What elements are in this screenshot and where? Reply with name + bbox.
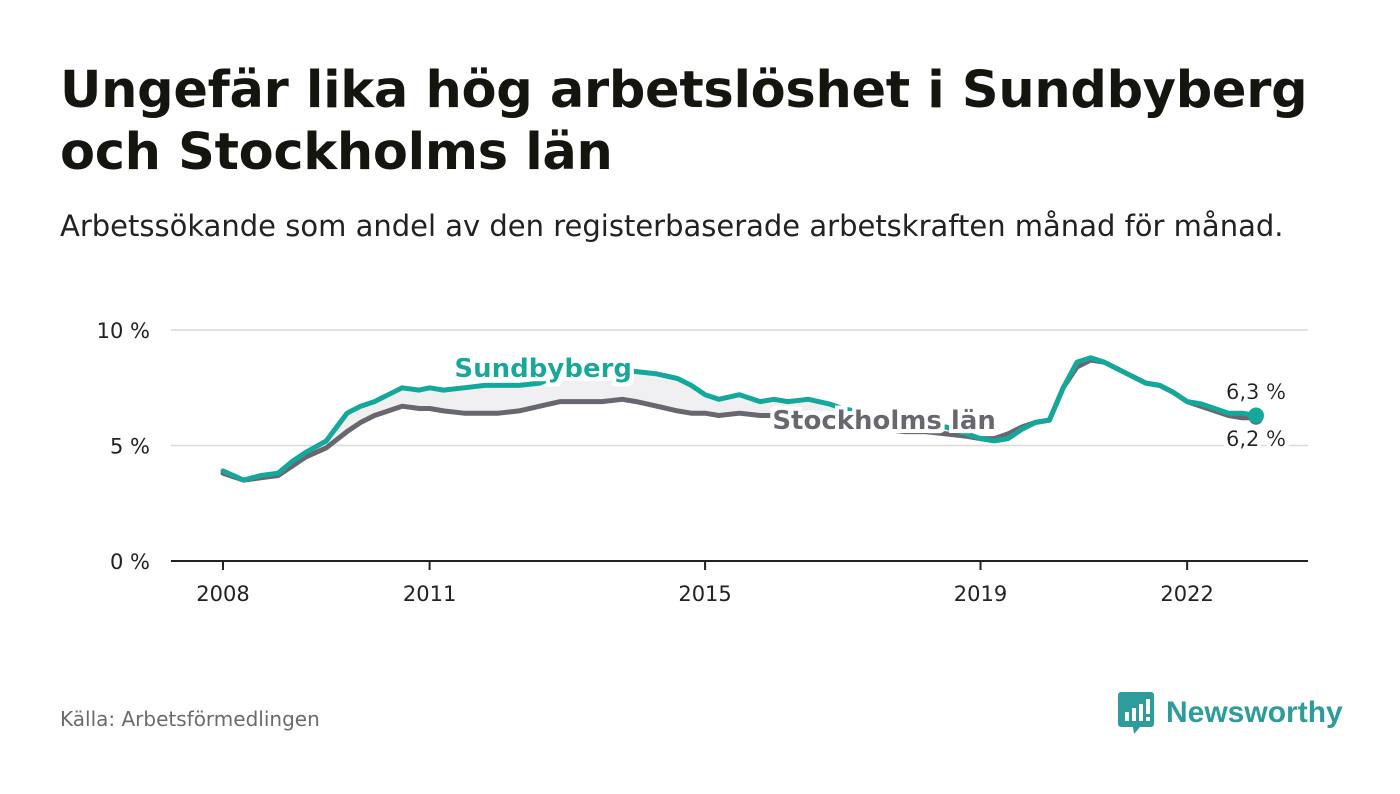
difference-area bbox=[223, 357, 1256, 481]
series-labels: Sundbyberg Stockholms län 6,3 % 6,2 % bbox=[454, 354, 1286, 451]
area-between-series bbox=[223, 357, 1256, 481]
end-label-stockholms-lan: 6,2 % bbox=[1226, 427, 1286, 451]
series-label-stockholms-lan: Stockholms län bbox=[772, 406, 996, 436]
brand-name: Newsworthy bbox=[1166, 696, 1343, 729]
series-line-stockholms-lan bbox=[220, 357, 1259, 483]
newsworthy-logo: Newsworthy bbox=[1118, 690, 1343, 736]
x-tick-label-2022: 2022 bbox=[1160, 582, 1213, 606]
x-tick-label-2011: 2011 bbox=[403, 582, 456, 606]
chart-title: Ungefär lika hög arbetslöshet i Sundbybe… bbox=[60, 61, 1308, 182]
chart-subtitle: Arbetssökande som andel av den registerb… bbox=[60, 209, 1284, 243]
source-note: Källa: Arbetsförmedlingen bbox=[60, 707, 320, 731]
newsworthy-logo-icon bbox=[1118, 692, 1154, 734]
x-axis: 2008 2011 2015 2019 2022 bbox=[171, 560, 1308, 606]
y-tick-label-10: 10 % bbox=[97, 319, 150, 343]
series-line-sundbyberg bbox=[220, 355, 1259, 483]
x-tick-label-2019: 2019 bbox=[954, 582, 1007, 606]
x-tick-label-2015: 2015 bbox=[678, 582, 731, 606]
series-lines bbox=[220, 355, 1264, 483]
grid-lines bbox=[171, 329, 1308, 447]
x-tick-label-2008: 2008 bbox=[196, 582, 249, 606]
y-tick-label-0: 0 % bbox=[110, 550, 150, 574]
y-tick-label-5: 5 % bbox=[110, 435, 150, 459]
y-axis-ticks: 0 % 5 % 10 % bbox=[97, 319, 150, 574]
end-label-sundbyberg: 6,3 % bbox=[1226, 380, 1286, 404]
end-point-sundbyberg bbox=[1248, 407, 1264, 424]
series-label-sundbyberg: Sundbyberg bbox=[454, 354, 632, 384]
